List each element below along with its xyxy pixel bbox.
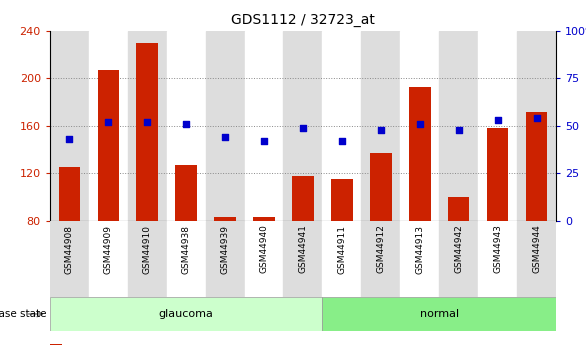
Point bbox=[142, 119, 152, 125]
Bar bbox=[206, 221, 244, 297]
Bar bbox=[128, 221, 166, 297]
Point bbox=[260, 138, 269, 144]
Bar bbox=[128, 31, 166, 221]
Bar bbox=[322, 221, 362, 297]
Text: GSM44938: GSM44938 bbox=[182, 225, 190, 274]
Point bbox=[454, 127, 464, 132]
Bar bbox=[244, 221, 284, 297]
Bar bbox=[400, 221, 440, 297]
Bar bbox=[244, 31, 284, 221]
Bar bbox=[88, 221, 128, 297]
Bar bbox=[50, 31, 88, 221]
Bar bbox=[284, 221, 322, 297]
Text: GSM44912: GSM44912 bbox=[376, 225, 386, 274]
Bar bbox=[478, 221, 517, 297]
Text: disease state: disease state bbox=[0, 309, 47, 319]
Point bbox=[298, 125, 308, 130]
Point bbox=[493, 117, 502, 123]
Text: GSM44942: GSM44942 bbox=[454, 225, 464, 273]
Text: normal: normal bbox=[420, 309, 459, 319]
Text: GSM44944: GSM44944 bbox=[532, 225, 541, 273]
Bar bbox=[292, 176, 314, 221]
Bar bbox=[59, 167, 80, 221]
Bar bbox=[487, 128, 509, 221]
Text: GSM44940: GSM44940 bbox=[260, 225, 268, 274]
Bar bbox=[166, 31, 206, 221]
Text: GSM44909: GSM44909 bbox=[104, 225, 113, 274]
Text: GSM44941: GSM44941 bbox=[298, 225, 308, 274]
Text: GSM44911: GSM44911 bbox=[338, 225, 346, 274]
Bar bbox=[400, 31, 440, 221]
Bar bbox=[322, 297, 556, 331]
Bar bbox=[440, 221, 478, 297]
Bar bbox=[97, 70, 119, 221]
Bar bbox=[440, 31, 478, 221]
Text: glaucoma: glaucoma bbox=[159, 309, 213, 319]
Bar bbox=[517, 31, 556, 221]
Bar bbox=[362, 31, 400, 221]
Text: GSM44908: GSM44908 bbox=[65, 225, 74, 274]
Bar bbox=[284, 31, 322, 221]
Bar bbox=[206, 31, 244, 221]
Point bbox=[104, 119, 113, 125]
Text: GSM44943: GSM44943 bbox=[493, 225, 502, 274]
Bar bbox=[50, 297, 322, 331]
Bar bbox=[448, 197, 469, 221]
Bar bbox=[526, 112, 547, 221]
Bar bbox=[409, 87, 431, 221]
Bar bbox=[214, 217, 236, 221]
Text: GSM44939: GSM44939 bbox=[220, 225, 230, 274]
Bar bbox=[88, 31, 128, 221]
Bar bbox=[370, 153, 391, 221]
Point bbox=[532, 116, 541, 121]
Bar bbox=[166, 221, 206, 297]
Bar bbox=[253, 217, 275, 221]
Bar bbox=[50, 221, 88, 297]
Point bbox=[415, 121, 424, 127]
Point bbox=[337, 138, 346, 144]
Bar bbox=[50, 344, 62, 345]
Point bbox=[376, 127, 386, 132]
Bar bbox=[331, 179, 353, 221]
Bar bbox=[137, 43, 158, 221]
Point bbox=[64, 136, 74, 142]
Bar bbox=[478, 31, 517, 221]
Bar bbox=[362, 221, 400, 297]
Bar bbox=[322, 31, 362, 221]
Title: GDS1112 / 32723_at: GDS1112 / 32723_at bbox=[231, 13, 375, 27]
Bar bbox=[175, 165, 197, 221]
Point bbox=[182, 121, 191, 127]
Text: GSM44910: GSM44910 bbox=[142, 225, 152, 274]
Text: GSM44913: GSM44913 bbox=[415, 225, 424, 274]
Bar bbox=[517, 221, 556, 297]
Point bbox=[220, 135, 230, 140]
